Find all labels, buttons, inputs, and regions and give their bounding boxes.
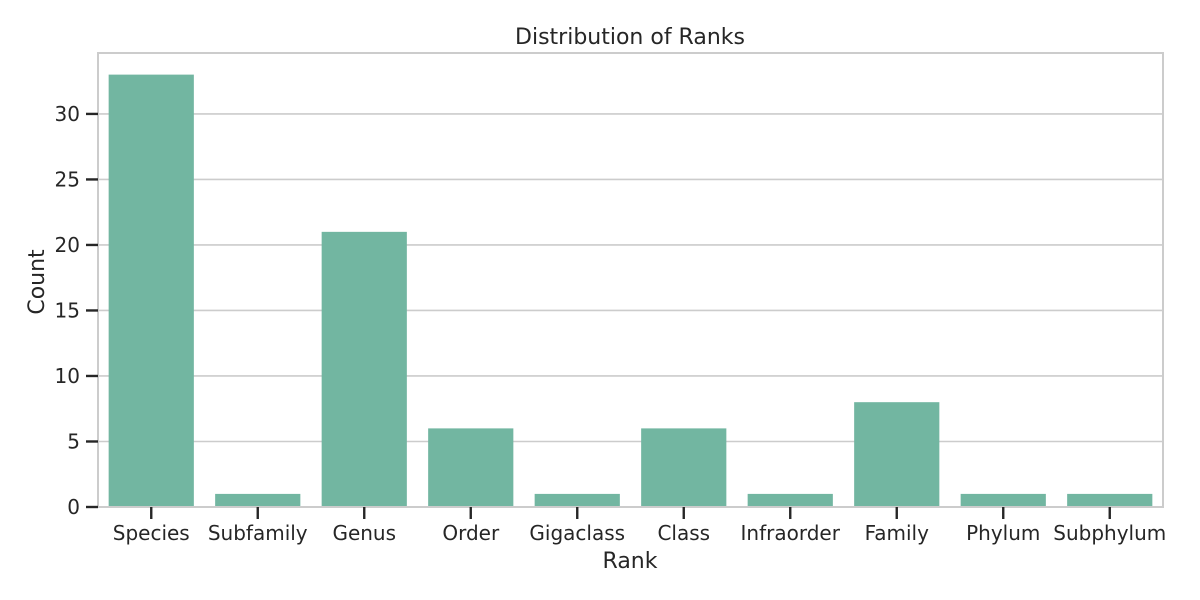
y-tick-label: 30 — [55, 102, 80, 126]
bars — [108, 74, 1153, 507]
y-tick-label: 10 — [55, 364, 80, 388]
bar-genus — [321, 231, 407, 507]
y-axis-ticks: 0 5 10 15 20 25 30 — [55, 102, 98, 519]
x-tick-label: Infraorder — [741, 521, 841, 545]
y-tick-label: 5 — [67, 429, 80, 453]
bar-subfamily — [215, 493, 301, 507]
bar-family — [854, 402, 940, 507]
y-tick-label: 25 — [55, 167, 80, 191]
y-tick-label: 20 — [55, 233, 80, 257]
y-tick-label: 15 — [55, 298, 80, 322]
plot-frame — [97, 52, 1164, 508]
x-tick-label: Gigaclass — [529, 521, 625, 545]
bar-class — [641, 428, 727, 507]
bar-order — [428, 428, 514, 507]
x-tick-label: Class — [657, 521, 710, 545]
x-tick-label: Genus — [332, 521, 396, 545]
bar-phylum — [960, 493, 1046, 507]
x-tick-label: Subfamily — [208, 521, 308, 545]
bar-infraorder — [747, 493, 833, 507]
bar-subphylum — [1067, 493, 1153, 507]
y-axis-label: Count — [25, 249, 50, 315]
gridlines — [98, 113, 1163, 508]
x-tick-label: Family — [865, 521, 930, 545]
x-tick-label: Phylum — [966, 521, 1040, 545]
bar-gigaclass — [534, 493, 620, 507]
y-tick-label: 0 — [67, 495, 80, 519]
x-axis-label: Rank — [603, 549, 658, 574]
x-tick-label: Subphylum — [1053, 521, 1166, 545]
x-tick-label: Species — [113, 521, 190, 545]
chart-title: Distribution of Ranks — [515, 25, 745, 50]
x-axis-ticks: Species Subfamily Genus Order Gigaclass Class… — [113, 507, 1166, 545]
x-tick-label: Order — [442, 521, 500, 545]
bar-species — [108, 74, 194, 507]
